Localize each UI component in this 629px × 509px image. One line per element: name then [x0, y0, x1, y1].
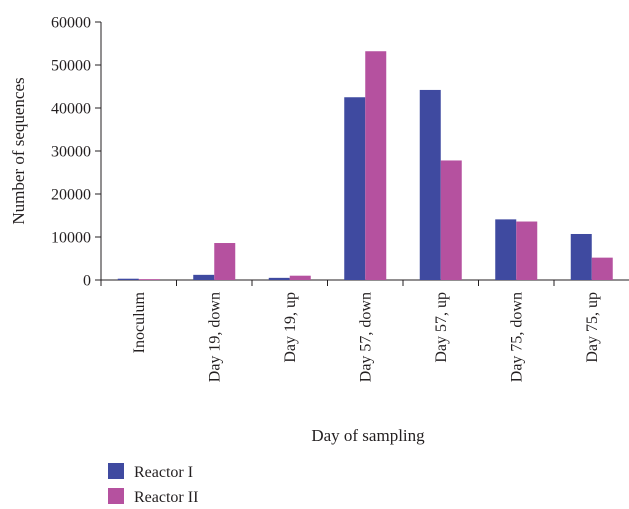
y-tick-label: 50000: [51, 58, 91, 75]
bar-reactor-i: [344, 97, 366, 280]
bar-reactor-ii: [138, 279, 160, 280]
x-tick-label: Inoculum: [131, 291, 148, 353]
bar-reactor-i: [419, 89, 441, 280]
bar-reactor-i: [193, 274, 215, 280]
y-tick-label: 20000: [51, 187, 91, 204]
y-tick-label: 30000: [51, 144, 91, 161]
x-axis-title: Day of sampling: [311, 426, 425, 445]
bars: [117, 51, 613, 280]
y-tick-label: 10000: [51, 230, 91, 247]
legend-swatch: [108, 488, 124, 504]
bar-reactor-ii: [365, 51, 387, 280]
x-tick-label: Day 75, up: [584, 292, 601, 363]
bar-reactor-i: [268, 277, 290, 280]
x-tick-label: Day 75, down: [508, 292, 525, 382]
bar-reactor-i: [117, 278, 139, 280]
bar-reactor-ii: [516, 221, 538, 280]
y-axis: 0 10000 20000 30000 40000 50000 60000: [51, 15, 102, 290]
y-tick-label: 60000: [51, 15, 91, 32]
legend-swatch: [108, 463, 124, 479]
bar-reactor-i: [570, 233, 592, 280]
legend-label: Reactor I: [134, 464, 193, 481]
legend: Reactor I Reactor II: [108, 463, 198, 506]
y-tick-label: 0: [83, 273, 91, 290]
x-tick-label: Day 19, down: [206, 292, 223, 382]
y-axis-title: Number of sequences: [9, 77, 28, 224]
bar-reactor-i: [495, 219, 517, 280]
bar-reactor-ii: [214, 243, 236, 280]
bar-reactor-ii: [440, 160, 462, 280]
x-axis: Inoculum Day 19, down Day 19, up Day 57, do…: [100, 279, 629, 382]
x-tick-label: Day 57, down: [357, 292, 374, 382]
bar-reactor-ii: [591, 257, 613, 280]
x-tick-label: Day 57, up: [433, 292, 450, 363]
y-tick-label: 40000: [51, 101, 91, 118]
bar-reactor-ii: [289, 275, 311, 280]
x-tick-label: Day 19, up: [282, 292, 299, 363]
legend-label: Reactor II: [134, 489, 198, 506]
